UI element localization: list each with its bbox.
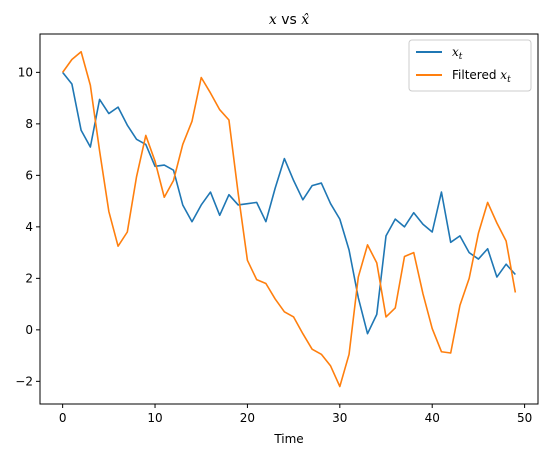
- y-axis-ticks: −2 0 2 4 6 8 10: [15, 65, 40, 388]
- legend-label-sub: t: [459, 52, 463, 62]
- x-axis-label: Time: [273, 432, 303, 446]
- x-tick-label: 20: [240, 411, 255, 425]
- legend: xt Filtered xt: [408, 39, 532, 92]
- legend-label-base: x: [500, 68, 507, 82]
- series-line-2: [61, 50, 517, 388]
- y-tick-label: 4: [25, 220, 33, 234]
- axes-frame: [39, 33, 539, 405]
- y-tick-label: 2: [25, 271, 33, 285]
- y-tick-label: −2: [15, 374, 33, 388]
- legend-label-prefix: Filtered: [452, 68, 500, 82]
- y-tick-label: 0: [25, 323, 33, 337]
- x-tick-label: 10: [147, 411, 162, 425]
- legend-label-series-1: xt: [452, 45, 463, 62]
- x-tick-label: 40: [425, 411, 440, 425]
- series-line-1: [62, 71, 516, 335]
- x-tick-label: 30: [332, 411, 347, 425]
- title-xhat: x̂: [301, 12, 309, 28]
- y-tick-label: 10: [18, 65, 33, 79]
- title-vs: vs: [277, 12, 301, 28]
- x-tick-label: 0: [59, 411, 67, 425]
- legend-label-base: x: [452, 45, 459, 59]
- x-tick-label: 50: [517, 411, 532, 425]
- chart-title: x vs x̂: [269, 12, 309, 28]
- plot-lines: [61, 50, 517, 388]
- x-axis-ticks: 0 10 20 30 40 50: [59, 404, 532, 425]
- title-x: x: [269, 12, 277, 28]
- y-tick-label: 6: [25, 168, 33, 182]
- legend-label-sub: t: [507, 75, 511, 85]
- legend-label-series-2: Filtered xt: [452, 68, 511, 85]
- y-tick-label: 8: [25, 117, 33, 131]
- legend-box: [408, 39, 532, 92]
